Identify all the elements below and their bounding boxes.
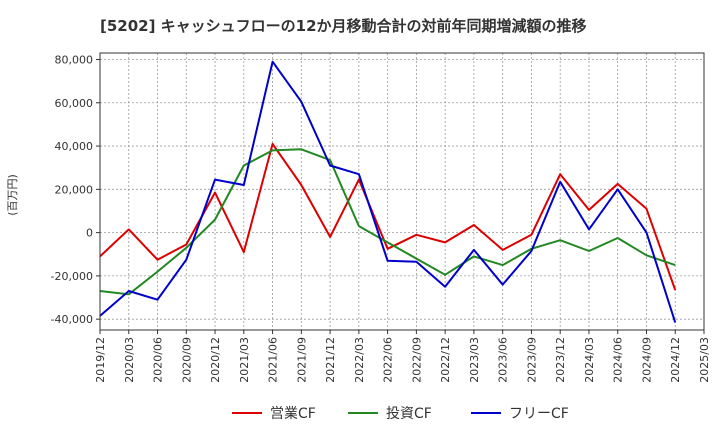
y-axis-title: (百万円) — [6, 174, 19, 216]
x-tick-label: 2023/12 — [554, 337, 567, 383]
y-tick-label: -40,000 — [51, 313, 93, 326]
x-tick-label: 2019/12 — [94, 337, 107, 383]
plot-background — [100, 53, 704, 330]
grid-lines — [99, 53, 705, 330]
series-line — [99, 60, 677, 323]
x-tick-label: 2021/03 — [238, 337, 251, 383]
legend-label: 営業CF — [270, 406, 316, 422]
x-tick-label: 2020/06 — [152, 337, 165, 383]
legend-label: 投資CF — [386, 406, 432, 422]
series-line — [99, 148, 676, 296]
legend-label: フリーCF — [509, 406, 569, 422]
y-tick-label: 20,000 — [55, 183, 94, 196]
x-tick-label: 2023/03 — [468, 337, 481, 383]
x-tick-label: 2021/12 — [324, 337, 337, 383]
y-tick-label: 40,000 — [55, 140, 94, 153]
x-tick-label: 2021/06 — [267, 337, 280, 383]
x-tick-label: 2023/06 — [497, 337, 510, 383]
x-tick-label: 2022/09 — [410, 337, 423, 383]
legend: 営業CF 投資CF フリーCF — [232, 406, 569, 422]
x-tick-label: 2022/12 — [439, 337, 452, 383]
axis-layer: 80,00060,00040,00020,0000-20,000-40,0002… — [51, 52, 711, 383]
x-tick-label: 2022/06 — [382, 337, 395, 383]
plot-frame — [99, 52, 705, 331]
x-tick-label: 2020/09 — [180, 337, 193, 383]
y-tick-label: 0 — [86, 227, 93, 240]
x-tick-label: 2024/09 — [640, 337, 653, 383]
series-line — [99, 142, 677, 291]
series-layer — [99, 60, 677, 323]
y-tick-label: 60,000 — [55, 97, 94, 110]
plot-area — [100, 53, 704, 330]
x-tick-label: 2025/03 — [698, 337, 711, 383]
x-tick-label: 2024/03 — [583, 337, 596, 383]
x-tick-label: 2023/09 — [525, 337, 538, 383]
x-tick-label: 2021/09 — [295, 337, 308, 383]
chart-title: [5202] キャッシュフローの12か月移動合計の対前年同期増減額の推移 — [100, 17, 587, 35]
x-tick-label: 2024/12 — [669, 337, 682, 383]
x-tick-label: 2024/06 — [612, 337, 625, 383]
y-tick-label: 80,000 — [55, 53, 94, 66]
x-tick-label: 2020/12 — [209, 337, 222, 383]
x-tick-label: 2022/03 — [353, 337, 366, 383]
x-tick-label: 2020/03 — [123, 337, 136, 383]
y-tick-label: -20,000 — [51, 270, 93, 283]
